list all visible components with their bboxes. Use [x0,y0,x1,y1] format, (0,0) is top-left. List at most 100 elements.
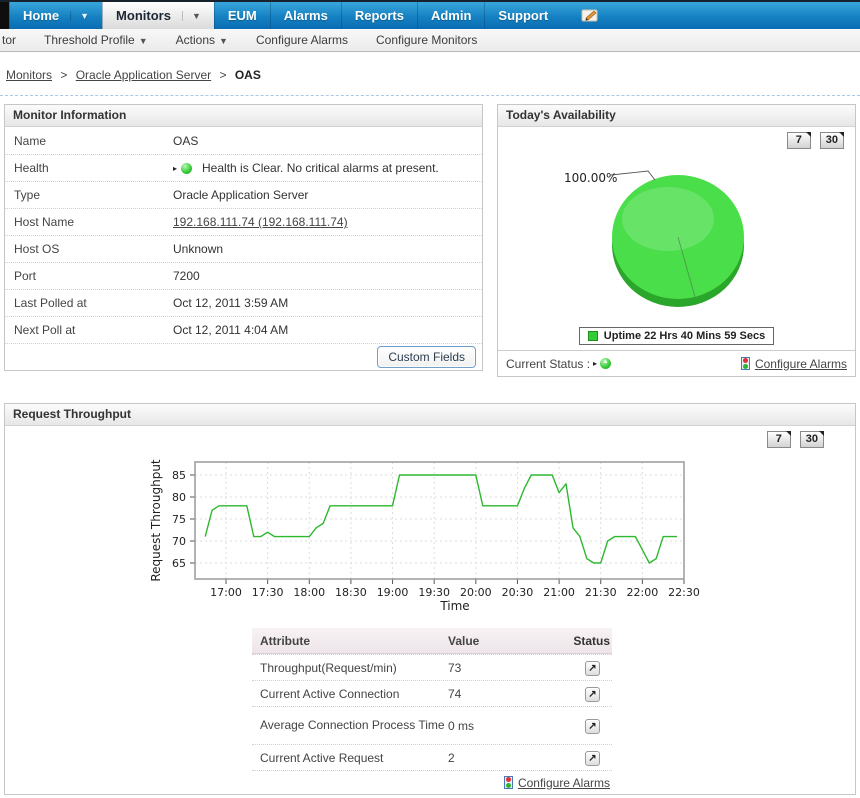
availability-pie-chart: 100.00% [564,170,744,307]
attribute-table-header: Attribute Value Status [252,628,612,654]
monitor-information-title: Monitor Information [5,105,482,127]
chevron-down-icon: ▼ [138,36,148,46]
breadcrumb-separator: > [60,68,68,82]
availability-7-day-button[interactable]: 7 [786,131,811,149]
table-row: Current Active Request 2 ↗ [252,744,612,770]
breadcrumb-link-oracle-application-server[interactable]: Oracle Application Server [75,68,212,82]
svg-text:21:00: 21:00 [543,586,575,599]
pie-percentage-label: 100.00% [564,171,617,185]
svg-text:21:30: 21:30 [585,586,617,599]
tab-eum[interactable]: EUM [213,2,270,29]
chevron-down-icon[interactable]: ▼ [70,10,89,21]
svg-text:65: 65 [172,557,186,570]
tab-alarms[interactable]: Alarms [269,2,341,29]
request-throughput-panel: Request Throughput 7 30 65 70 75 80 85 17:00 1… [4,403,856,795]
pie-legend: Uptime 22 Hrs 40 Mins 59 Secs [578,327,775,345]
attribute-table: Attribute Value Status Throughput(Reques… [252,628,612,794]
health-clear-icon [181,162,193,174]
svg-text:20:30: 20:30 [502,586,534,599]
traffic-light-icon [503,776,513,789]
expand-arrow-icon[interactable]: ▸ [173,163,178,173]
threshold-profile-menu[interactable]: Threshold Profile ▼ [44,33,148,47]
throughput-7-day-button[interactable]: 7 [766,430,791,448]
top-nav: Home ▼ Monitors ▼ EUM Alarms Reports Adm… [0,0,860,29]
monitor-info-row-host-name: Host Name 192.168.111.74 (192.168.111.74… [5,208,482,235]
monitor-toolbar: tor Threshold Profile ▼ Actions ▼ Configur… [0,29,860,52]
configure-monitors-toolbar-link[interactable]: Configure Monitors [375,33,478,47]
svg-text:17:00: 17:00 [210,586,242,599]
monitor-info-row-name: Name OAS [14,133,199,148]
svg-text:70: 70 [172,535,186,548]
tab-eum-label: EUM [227,8,257,23]
new-monitor-link-clipped[interactable]: tor [2,33,17,47]
expand-arrow-icon[interactable]: ▸ [593,359,598,368]
monitor-info-row-port: Port 7200 [5,262,482,289]
uptime-legend-text: Uptime 22 Hrs 40 Mins 59 Secs [603,330,766,342]
breadcrumb-link-monitors[interactable]: Monitors [6,68,53,82]
svg-text:22:00: 22:00 [627,586,659,599]
table-row: Average Connection Process Time 0 ms ↗ [252,706,612,744]
view-graph-icon[interactable]: ↗ [585,718,600,734]
svg-text:85: 85 [172,469,186,482]
uptime-legend-swatch [587,331,598,341]
nav-left-strip [0,2,9,29]
tab-alarms-label: Alarms [283,8,328,23]
custom-fields-row: Custom Fields [5,343,482,370]
status-up-icon [600,358,612,369]
availability-30-day-button[interactable]: 30 [819,131,845,149]
current-status-label: Current Status : [506,356,591,371]
tab-admin-label: Admin [430,8,472,23]
throughput-line-chart: 65 70 75 80 85 17:00 17:30 18:00 18:30 19:00 19:30… [149,459,700,613]
chevron-down-icon[interactable]: ▼ [181,10,201,21]
throughput-30-day-button[interactable]: 30 [799,430,825,448]
monitor-info-row-last-polled: Last Polled at Oct 12, 2011 3:59 AM [5,289,482,316]
availability-configure-alarms-link[interactable]: Configure Alarms [754,356,847,371]
tab-support[interactable]: Support [484,2,561,29]
svg-text:Time: Time [439,599,469,613]
availability-footer: Current Status : ▸ Configure Alarms [498,350,855,376]
tab-home[interactable]: Home ▼ [9,2,102,29]
monitor-info-row-type: Type Oracle Application Server [5,181,482,208]
view-graph-icon[interactable]: ↗ [585,750,600,766]
todays-availability-title: Today's Availability [498,105,855,127]
svg-text:19:00: 19:00 [377,586,409,599]
table-row: Throughput(Request/min) 73 ↗ [252,654,612,680]
custom-fields-button[interactable]: Custom Fields [377,346,476,368]
tab-admin[interactable]: Admin [416,2,484,29]
host-name-link[interactable]: 192.168.111.74 (192.168.111.74) [173,215,348,229]
actions-menu[interactable]: Actions ▼ [175,33,228,47]
pencil-icon[interactable] [581,2,601,29]
monitor-info-row-health: Health ▸ Health is Clear. No critical al… [5,154,482,181]
svg-text:18:00: 18:00 [293,586,325,599]
svg-text:75: 75 [172,513,186,526]
svg-text:Request Throughput: Request Throughput [149,459,163,582]
tab-reports[interactable]: Reports [340,2,417,29]
view-graph-icon[interactable]: ↗ [585,660,600,676]
table-footer: Configure Alarms [252,770,612,794]
tab-support-label: Support [498,8,549,23]
svg-text:80: 80 [172,491,186,504]
chevron-down-icon: ▼ [219,36,228,46]
monitor-info-row-next-poll: Next Poll at Oct 12, 2011 4:04 AM [5,316,482,343]
table-row: Current Active Connection 74 ↗ [252,680,612,706]
traffic-light-icon [740,357,750,370]
configure-alarms-toolbar-link[interactable]: Configure Alarms [255,33,348,47]
tab-monitors-label: Monitors [116,8,171,23]
throughput-configure-alarms-link[interactable]: Configure Alarms [517,775,610,790]
svg-text:20:00: 20:00 [460,586,492,599]
breadcrumb-separator: > [219,68,227,82]
health-status-text: Health is Clear. No critical alarms at p… [202,161,439,175]
tab-reports-label: Reports [354,8,404,23]
svg-text:17:30: 17:30 [252,586,284,599]
breadcrumb-current-oas: OAS [234,68,261,82]
todays-availability-panel: Today's Availability 7 30 100.00% Uptime… [497,104,856,377]
tab-home-label: Home [23,8,60,23]
svg-text:19:30: 19:30 [418,586,450,599]
view-graph-icon[interactable]: ↗ [585,686,600,702]
tab-monitors[interactable]: Monitors ▼ [102,2,214,29]
monitor-information-panel: Monitor Information Name OAS Health ▸ He… [4,104,483,371]
monitor-info-row-host-os: Host OS Unknown [5,235,482,262]
svg-text:22:30: 22:30 [668,586,700,599]
request-throughput-title: Request Throughput [5,404,855,426]
breadcrumb: Monitors > Oracle Application Server > O… [0,52,860,96]
